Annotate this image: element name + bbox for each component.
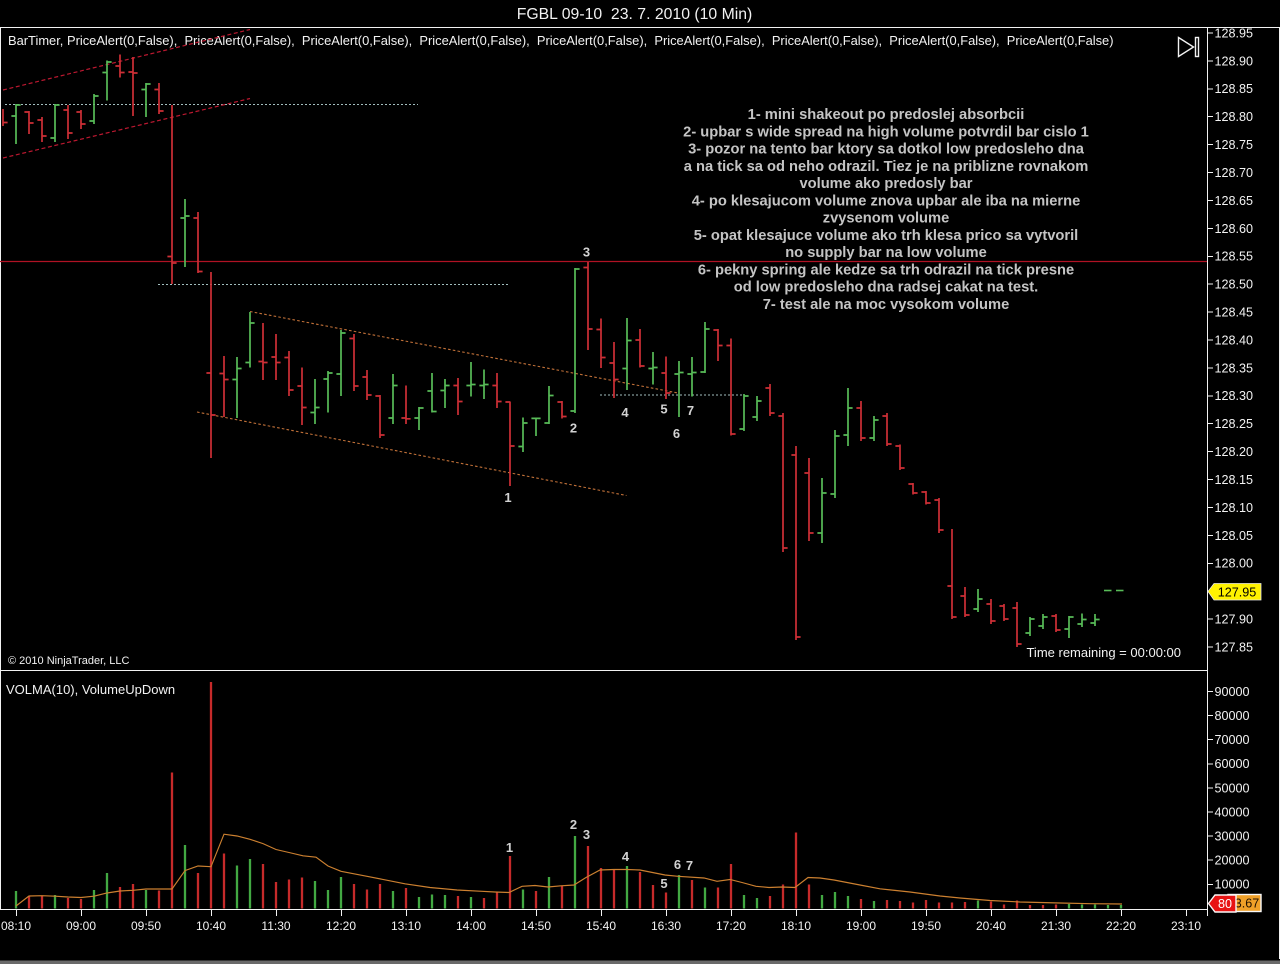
svg-text:128.20: 128.20 [1215, 445, 1254, 459]
svg-text:6- pekny spring ale kedze sa t: 6- pekny spring ale kedze sa trh odrazil… [698, 262, 1074, 278]
svg-text:30000: 30000 [1215, 830, 1250, 844]
svg-text:VOLMA(10), VolumeUpDown: VOLMA(10), VolumeUpDown [6, 682, 175, 697]
svg-text:1: 1 [504, 490, 511, 505]
svg-text:128.30: 128.30 [1215, 389, 1254, 403]
svg-text:128.65: 128.65 [1215, 194, 1254, 208]
svg-text:19:00: 19:00 [846, 919, 876, 933]
svg-text:128.50: 128.50 [1215, 278, 1254, 292]
svg-text:5: 5 [660, 402, 667, 417]
svg-text:128.15: 128.15 [1215, 473, 1254, 487]
svg-text:a na tick sa od neho odrazil.: a na tick sa od neho odrazil. Tiez je na… [684, 159, 1089, 175]
svg-text:09:50: 09:50 [131, 919, 161, 933]
svg-text:127.85: 127.85 [1215, 640, 1254, 654]
svg-text:08:10: 08:10 [1, 919, 31, 933]
svg-text:5- opat klesajuce volume ako t: 5- opat klesajuce volume ako trh klesa p… [694, 228, 1079, 244]
svg-text:2- upbar s wide spread na high: 2- upbar s wide spread na high volume po… [683, 124, 1089, 140]
svg-text:3.67: 3.67 [1235, 897, 1260, 911]
svg-text:3: 3 [583, 245, 590, 260]
svg-text:od low predosleho dna radsej c: od low predosleho dna radsej cakat na te… [734, 280, 1038, 296]
svg-text:80000: 80000 [1215, 709, 1250, 723]
svg-text:3: 3 [583, 827, 590, 842]
svg-text:09:00: 09:00 [66, 919, 96, 933]
svg-text:128.95: 128.95 [1215, 26, 1254, 40]
svg-text:18:10: 18:10 [781, 919, 811, 933]
svg-text:128.80: 128.80 [1215, 110, 1254, 124]
svg-text:128.40: 128.40 [1215, 333, 1254, 347]
svg-text:7: 7 [687, 403, 694, 418]
svg-text:10000: 10000 [1215, 878, 1250, 892]
svg-text:60000: 60000 [1215, 757, 1250, 771]
svg-text:128.25: 128.25 [1215, 417, 1254, 431]
svg-text:128.60: 128.60 [1215, 222, 1254, 236]
svg-text:128.45: 128.45 [1215, 306, 1254, 320]
svg-text:2: 2 [570, 421, 577, 436]
svg-text:4- po klesajucom volume znova: 4- po klesajucom volume znova upbar ale … [692, 193, 1081, 209]
svg-text:128.75: 128.75 [1215, 138, 1254, 152]
svg-text:40000: 40000 [1215, 805, 1250, 819]
svg-text:1: 1 [506, 840, 513, 855]
svg-text:127.95: 127.95 [1218, 585, 1257, 599]
svg-text:6: 6 [674, 857, 681, 872]
svg-text:5: 5 [660, 876, 667, 891]
svg-text:FGBL 09-10 23. 7. 2010 (10 Mi: FGBL 09-10 23. 7. 2010 (10 Min) [517, 6, 753, 23]
svg-text:volume ako predosly bar: volume ako predosly bar [799, 176, 972, 192]
svg-text:4: 4 [621, 405, 629, 420]
svg-text:128.05: 128.05 [1215, 529, 1254, 543]
svg-text:13:10: 13:10 [391, 919, 421, 933]
svg-text:19:50: 19:50 [911, 919, 941, 933]
svg-text:Time remaining = 00:00:00: Time remaining = 00:00:00 [1026, 645, 1181, 660]
svg-text:128.35: 128.35 [1215, 361, 1254, 375]
svg-text:14:00: 14:00 [456, 919, 486, 933]
svg-text:128.55: 128.55 [1215, 250, 1254, 264]
svg-text:2: 2 [570, 817, 577, 832]
svg-text:7- test ale na moc vysokom vol: 7- test ale na moc vysokom volume [763, 297, 1010, 313]
svg-text:127.90: 127.90 [1215, 613, 1254, 627]
svg-text:6: 6 [673, 426, 680, 441]
svg-text:15:40: 15:40 [586, 919, 616, 933]
svg-text:10:40: 10:40 [196, 919, 226, 933]
svg-text:© 2010 NinjaTrader, LLC: © 2010 NinjaTrader, LLC [8, 655, 129, 667]
svg-text:20000: 20000 [1215, 854, 1250, 868]
svg-text:128.00: 128.00 [1215, 557, 1254, 571]
svg-text:128.90: 128.90 [1215, 54, 1254, 68]
svg-text:21:30: 21:30 [1041, 919, 1071, 933]
svg-text:22:20: 22:20 [1106, 919, 1136, 933]
svg-text:no supply bar na low volume: no supply bar na low volume [785, 245, 987, 261]
svg-text:3- pozor na tento bar ktory sa: 3- pozor na tento bar ktory sa dotkol lo… [688, 142, 1085, 158]
svg-text:20:40: 20:40 [976, 919, 1006, 933]
svg-text:BarTimer, PriceAlert(0,False),: BarTimer, PriceAlert(0,False), PriceAler… [8, 33, 1114, 48]
svg-text:80: 80 [1218, 897, 1232, 911]
svg-text:1- mini shakeout po predoslej: 1- mini shakeout po predoslej absorbcii [748, 107, 1025, 123]
svg-text:128.70: 128.70 [1215, 166, 1254, 180]
svg-text:14:50: 14:50 [521, 919, 551, 933]
svg-text:12:20: 12:20 [326, 919, 356, 933]
svg-text:70000: 70000 [1215, 733, 1250, 747]
svg-text:11:30: 11:30 [261, 919, 290, 933]
svg-text:128.10: 128.10 [1215, 501, 1254, 515]
svg-text:zvysenom volume: zvysenom volume [823, 211, 950, 227]
svg-text:16:30: 16:30 [651, 919, 681, 933]
svg-text:50000: 50000 [1215, 781, 1250, 795]
svg-text:128.85: 128.85 [1215, 82, 1254, 96]
svg-text:4: 4 [622, 849, 630, 864]
svg-text:7: 7 [686, 858, 693, 873]
svg-text:23:10: 23:10 [1171, 919, 1201, 933]
svg-text:90000: 90000 [1215, 685, 1250, 699]
svg-text:17:20: 17:20 [716, 919, 746, 933]
